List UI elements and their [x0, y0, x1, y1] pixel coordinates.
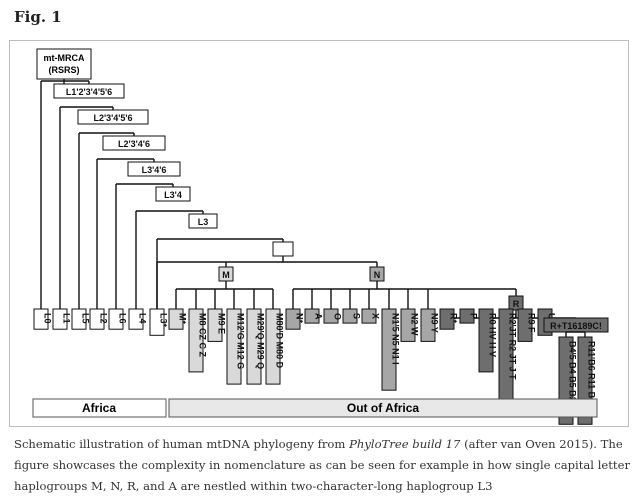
leaf-N-0-box — [285, 308, 301, 330]
clade-R: R — [513, 299, 520, 309]
leaf-M-3: M12'G M12 G — [235, 313, 245, 369]
leaf-R-1-box — [459, 308, 475, 324]
caption-source: PhyloTree build 17 — [349, 437, 461, 451]
leaf-L3--box — [149, 308, 165, 336]
phylogeny-tree: mt-MRCA (RSRS) L1'2'3'4'5'6 L2'3'4'5'6 L2'3'… — [32, 48, 609, 425]
leaf-M-0: M* — [177, 313, 187, 324]
leaf-M-3-box — [226, 308, 242, 385]
leaf-B-1: R11'B6 R11 B6 — [586, 341, 596, 403]
node-6-box — [272, 241, 294, 257]
leaf-N-5: N1'5 N5 N1 I — [390, 313, 400, 365]
leaf-N-4-box — [361, 308, 377, 324]
leaf-N-7: N9 Y — [429, 313, 439, 333]
leaf-L0-box — [33, 308, 49, 330]
leaf-N-1-box — [304, 308, 320, 324]
leaf-M-1: M8 CZ C Z — [197, 313, 207, 358]
leaf-R-2: R0 HV H V — [487, 313, 497, 357]
leaf-N-5-box — [381, 308, 397, 391]
leaf-L4: L4 — [137, 313, 147, 324]
leaf-N-2: O — [332, 313, 342, 320]
leaf-M-2: M9 E — [216, 313, 226, 334]
region-out-box — [168, 398, 598, 418]
leaf-N-6: N2 W — [409, 313, 419, 336]
node-5: L3 — [198, 217, 209, 227]
leaf-L5: L5 — [80, 313, 90, 324]
leaf-R-4: R9 F — [526, 313, 536, 333]
leaf-N-2-box — [323, 308, 339, 324]
node-0-box — [53, 83, 125, 99]
node-1-box — [77, 109, 149, 125]
leaf-B-0: B4'5 B4 B5 B2 — [567, 341, 577, 402]
caption-text-1: Schematic illustration of human mtDNA ph… — [14, 437, 350, 451]
root-box — [36, 48, 92, 80]
leaf-N-4: X — [370, 313, 380, 319]
leaf-N-3-box — [342, 308, 358, 324]
clade-M: M — [222, 270, 230, 280]
leaf-L6-box — [108, 308, 124, 330]
leaf-M-5: M80'D M80 D — [274, 313, 284, 369]
node-1: L2'3'4'5'6 — [93, 113, 132, 123]
leaf-L3-: L3* — [158, 313, 168, 328]
node-0: L1'2'3'4'5'6 — [66, 87, 112, 97]
leaf-N-3: S — [351, 313, 361, 319]
leaf-N-1: A — [313, 313, 323, 320]
root-label: mt-MRCA — [44, 53, 85, 63]
leaf-M-4-box — [246, 308, 262, 385]
clade-N: N — [374, 270, 381, 280]
leaf-R-0-box — [439, 308, 455, 330]
leaf-R-1: P — [468, 313, 478, 319]
leaf-N-7-box — [420, 308, 436, 342]
clade-R-T16189C: R+T16189C! — [550, 321, 602, 331]
node-3-box — [127, 161, 181, 177]
node-2-box — [102, 135, 166, 151]
leaf-M-5-box — [265, 308, 281, 385]
leaf-N-6-box — [400, 308, 416, 342]
leaf-L2: L2 — [98, 313, 108, 324]
leaf-M-0-box — [168, 308, 184, 330]
root-sublabel: (RSRS) — [49, 65, 80, 75]
node-5-box — [188, 213, 218, 229]
node-4-box — [155, 186, 191, 202]
node-4: L3'4 — [164, 190, 182, 200]
figure-caption: Schematic illustration of human mtDNA ph… — [14, 434, 630, 497]
leaf-R-3: R2'JT R2 JT J T — [507, 313, 517, 380]
leaf-L4-box — [128, 308, 144, 330]
leaf-R-2-box — [478, 308, 494, 373]
region-out-label: Out of Africa — [347, 401, 420, 415]
figure-label: Fig. 1 — [14, 8, 62, 26]
node-2: L2'3'4'6 — [118, 139, 150, 149]
region-africa-box — [32, 398, 167, 418]
leaf-M-2-box — [207, 308, 223, 342]
leaf-R-0: R* — [448, 313, 458, 323]
leaf-L2-box — [89, 308, 105, 330]
region-africa-label: Africa — [82, 401, 116, 415]
leaf-M-4: M29'Q M29 Q — [255, 313, 265, 369]
leaf-N-0: N* — [294, 313, 304, 323]
leaf-L6: L6 — [117, 313, 127, 324]
figure-panel: mt-MRCA (RSRS) L1'2'3'4'5'6 L2'3'4'5'6 L2'3'… — [9, 40, 629, 427]
node-3: L3'4'6 — [142, 165, 167, 175]
leaf-L0: L0 — [42, 313, 52, 324]
leaf-L1-box — [52, 308, 68, 330]
leaf-L1: L1 — [61, 313, 71, 324]
caption-text-2: (after van Oven 2015). The figure showca… — [14, 437, 630, 493]
leaf-M-1-box — [188, 308, 204, 373]
leaf-R-4-box — [517, 308, 533, 342]
leaf-L5-box — [71, 308, 87, 330]
